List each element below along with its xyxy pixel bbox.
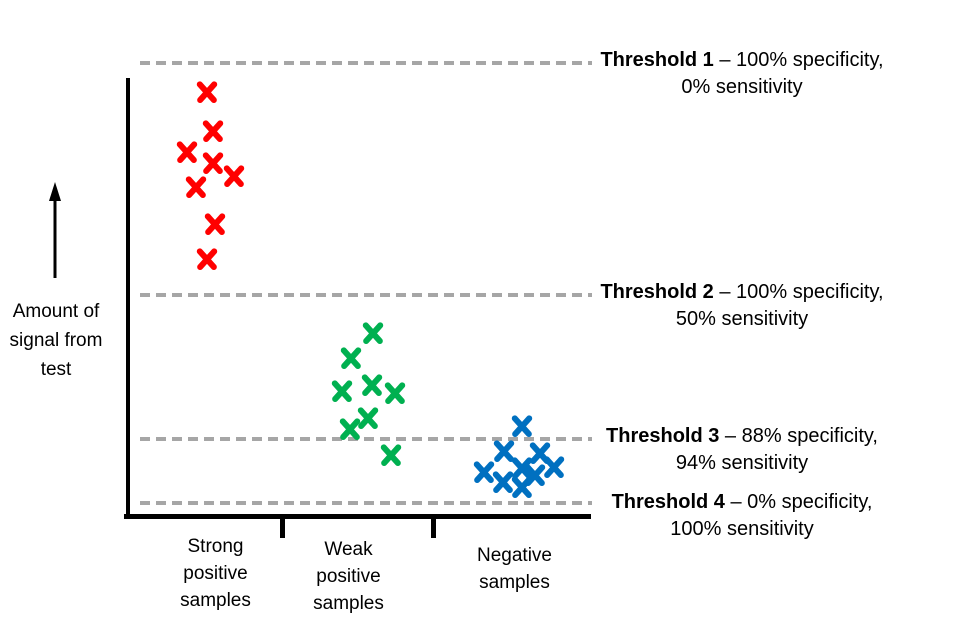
weak-positive-marker bbox=[385, 383, 405, 403]
negative-marker bbox=[512, 477, 532, 497]
strong-positive-marker bbox=[177, 142, 197, 162]
y-axis-line bbox=[126, 78, 130, 518]
weak-positive-marker bbox=[341, 348, 361, 368]
x-axis-tick-2 bbox=[431, 515, 436, 538]
x-axis-line bbox=[124, 514, 591, 519]
threshold-4-sensitivity: 100% sensitivity bbox=[670, 518, 814, 540]
threshold-3-specificity: – 88% specificity, bbox=[719, 425, 878, 447]
threshold-4-line bbox=[140, 501, 592, 505]
y-axis-label: Amount of signal from test bbox=[9, 301, 103, 380]
threshold-4-name: Threshold 4 bbox=[611, 491, 725, 513]
weak-positive-marker bbox=[332, 381, 352, 401]
strong-positive-marker bbox=[203, 153, 223, 173]
threshold-2-specificity: – 100% specificity, bbox=[713, 281, 884, 303]
weak-positive-marker bbox=[362, 375, 382, 395]
threshold-3-label-line1: Threshold 3 – 88% specificity, bbox=[588, 423, 896, 450]
negative-marker bbox=[544, 457, 564, 477]
threshold-3-sensitivity: 94% sensitivity bbox=[675, 452, 809, 474]
weak-positive-marker bbox=[381, 445, 401, 465]
up-arrow-icon bbox=[49, 182, 61, 278]
threshold-1-label-line1: Threshold 1 – 100% specificity, bbox=[588, 47, 896, 74]
negative-marker bbox=[493, 472, 513, 492]
threshold-2-label-line1: Threshold 2 – 100% specificity, bbox=[588, 279, 896, 306]
strong-positive-marker bbox=[197, 249, 217, 269]
weak-positive-marker bbox=[340, 419, 360, 439]
x-axis-tick-1 bbox=[280, 515, 285, 538]
strong-positive-marker bbox=[224, 166, 244, 186]
threshold-4-specificity: – 0% specificity, bbox=[724, 491, 873, 513]
threshold-2-sensitivity: 50% sensitivity bbox=[675, 308, 809, 330]
strong-positive-marker bbox=[197, 82, 217, 102]
threshold-3-line bbox=[140, 437, 592, 441]
threshold-1-name: Threshold 1 bbox=[600, 49, 714, 71]
threshold-4-label: Threshold 4 – 0% specificity, 100% sensi… bbox=[588, 489, 896, 543]
threshold-1-sensitivity: 0% sensitivity bbox=[681, 76, 803, 98]
strong-positive-marker bbox=[203, 121, 223, 141]
threshold-2-label: Threshold 2 – 100% specificity, 50% sens… bbox=[588, 279, 896, 333]
threshold-4-label-line1: Threshold 4 – 0% specificity, bbox=[588, 489, 896, 516]
category-label-strong-positive: Strong positive samples bbox=[180, 536, 251, 611]
strong-positive-marker bbox=[186, 177, 206, 197]
category-label-negative: Negative samples bbox=[477, 545, 552, 593]
threshold-1-specificity: – 100% specificity, bbox=[713, 49, 884, 71]
negative-marker bbox=[512, 416, 532, 436]
threshold-1-line bbox=[140, 61, 592, 65]
threshold-3-name: Threshold 3 bbox=[606, 425, 720, 447]
weak-positive-marker bbox=[358, 408, 378, 428]
threshold-2-line bbox=[140, 293, 592, 297]
category-label-weak-positive: Weak positive samples bbox=[313, 539, 384, 614]
threshold-2-name: Threshold 2 bbox=[600, 281, 714, 303]
strong-positive-marker bbox=[205, 214, 225, 234]
weak-positive-marker bbox=[363, 323, 383, 343]
threshold-3-label: Threshold 3 – 88% specificity, 94% sensi… bbox=[588, 423, 896, 477]
threshold-1-label: Threshold 1 – 100% specificity, 0% sensi… bbox=[588, 47, 896, 101]
negative-marker bbox=[474, 462, 494, 482]
